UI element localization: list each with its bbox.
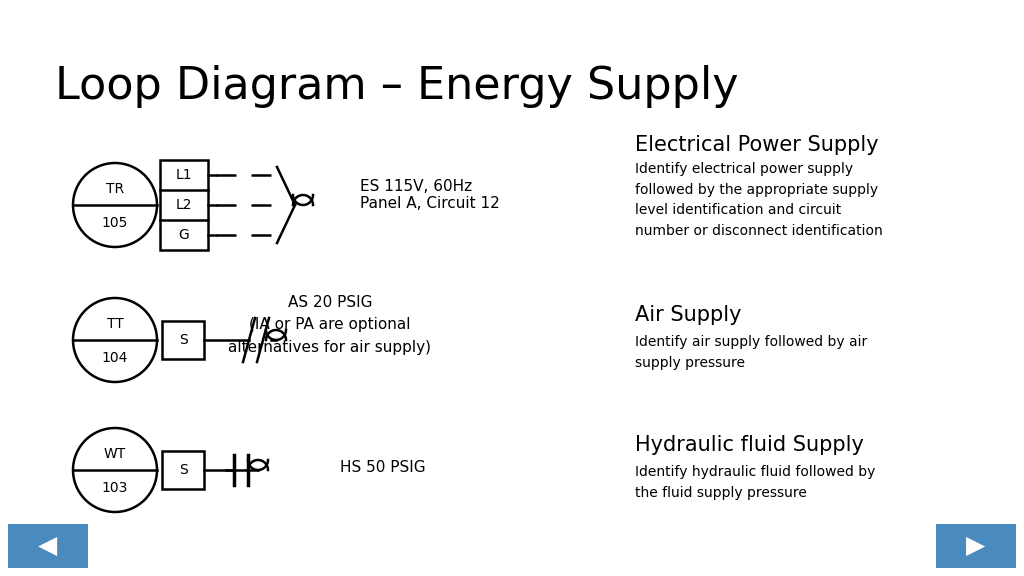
Text: Identify air supply followed by air
supply pressure: Identify air supply followed by air supp… — [635, 335, 867, 370]
Text: L2: L2 — [176, 198, 193, 212]
Text: Identify electrical power supply
followed by the appropriate supply
level identi: Identify electrical power supply followe… — [635, 162, 883, 238]
Text: Hydraulic fluid Supply: Hydraulic fluid Supply — [635, 435, 864, 455]
Text: 104: 104 — [101, 351, 128, 365]
Text: AS 20 PSIG
(IA or PA are optional
alternatives for air supply): AS 20 PSIG (IA or PA are optional altern… — [228, 295, 431, 355]
Text: G: G — [178, 228, 189, 242]
Text: Electrical Power Supply: Electrical Power Supply — [635, 135, 879, 155]
Text: 105: 105 — [101, 215, 128, 230]
Text: WT: WT — [103, 447, 126, 461]
Text: 103: 103 — [101, 480, 128, 495]
Text: ES 115V, 60Hz
Panel A, Circuit 12: ES 115V, 60Hz Panel A, Circuit 12 — [360, 179, 500, 211]
Text: L1: L1 — [176, 168, 193, 182]
Text: Loop Diagram – Energy Supply: Loop Diagram – Energy Supply — [55, 65, 738, 108]
Text: Identify hydraulic fluid followed by
the fluid supply pressure: Identify hydraulic fluid followed by the… — [635, 465, 876, 499]
Text: TR: TR — [105, 182, 124, 196]
Bar — [162, 321, 204, 359]
Text: ◀: ◀ — [38, 534, 57, 558]
Text: S: S — [178, 333, 187, 347]
Text: S: S — [178, 463, 187, 477]
Bar — [160, 160, 208, 250]
Text: Air Supply: Air Supply — [635, 305, 741, 325]
Text: ▶: ▶ — [967, 534, 986, 558]
Text: TT: TT — [106, 317, 123, 331]
Text: HS 50 PSIG: HS 50 PSIG — [340, 460, 426, 475]
Bar — [936, 524, 1016, 568]
Bar — [8, 524, 88, 568]
Bar — [162, 451, 204, 489]
